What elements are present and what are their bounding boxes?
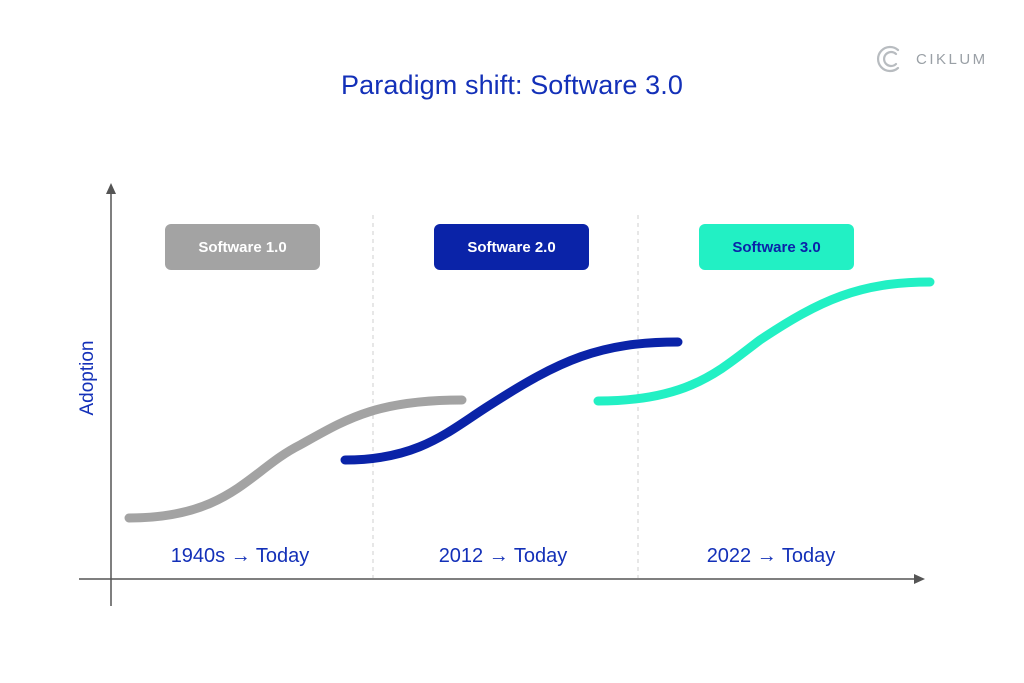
software-3-period: 2022 → Today [706,545,836,567]
y-axis-arrow [106,183,116,194]
software-3-curve [593,277,935,406]
software-1-badge: Software 1.0 [165,224,320,270]
software-2-badge: Software 2.0 [434,224,589,270]
y-axis-label: Adoption [77,340,98,416]
page-title: Paradigm shift: Software 3.0 [341,70,683,100]
software-1-curve [124,395,467,523]
software-1-period: 1940s → Today [170,545,310,567]
logo-text: CIKLUM [916,50,988,68]
x-axis-arrow [914,574,925,584]
software-3-badge: Software 3.0 [699,224,854,270]
ciklum-logo-icon [876,45,900,73]
software-2-curve [340,337,683,465]
ciklum-logo: CIKLUM [876,43,988,75]
software-2-period: 2012 → Today [438,545,568,567]
